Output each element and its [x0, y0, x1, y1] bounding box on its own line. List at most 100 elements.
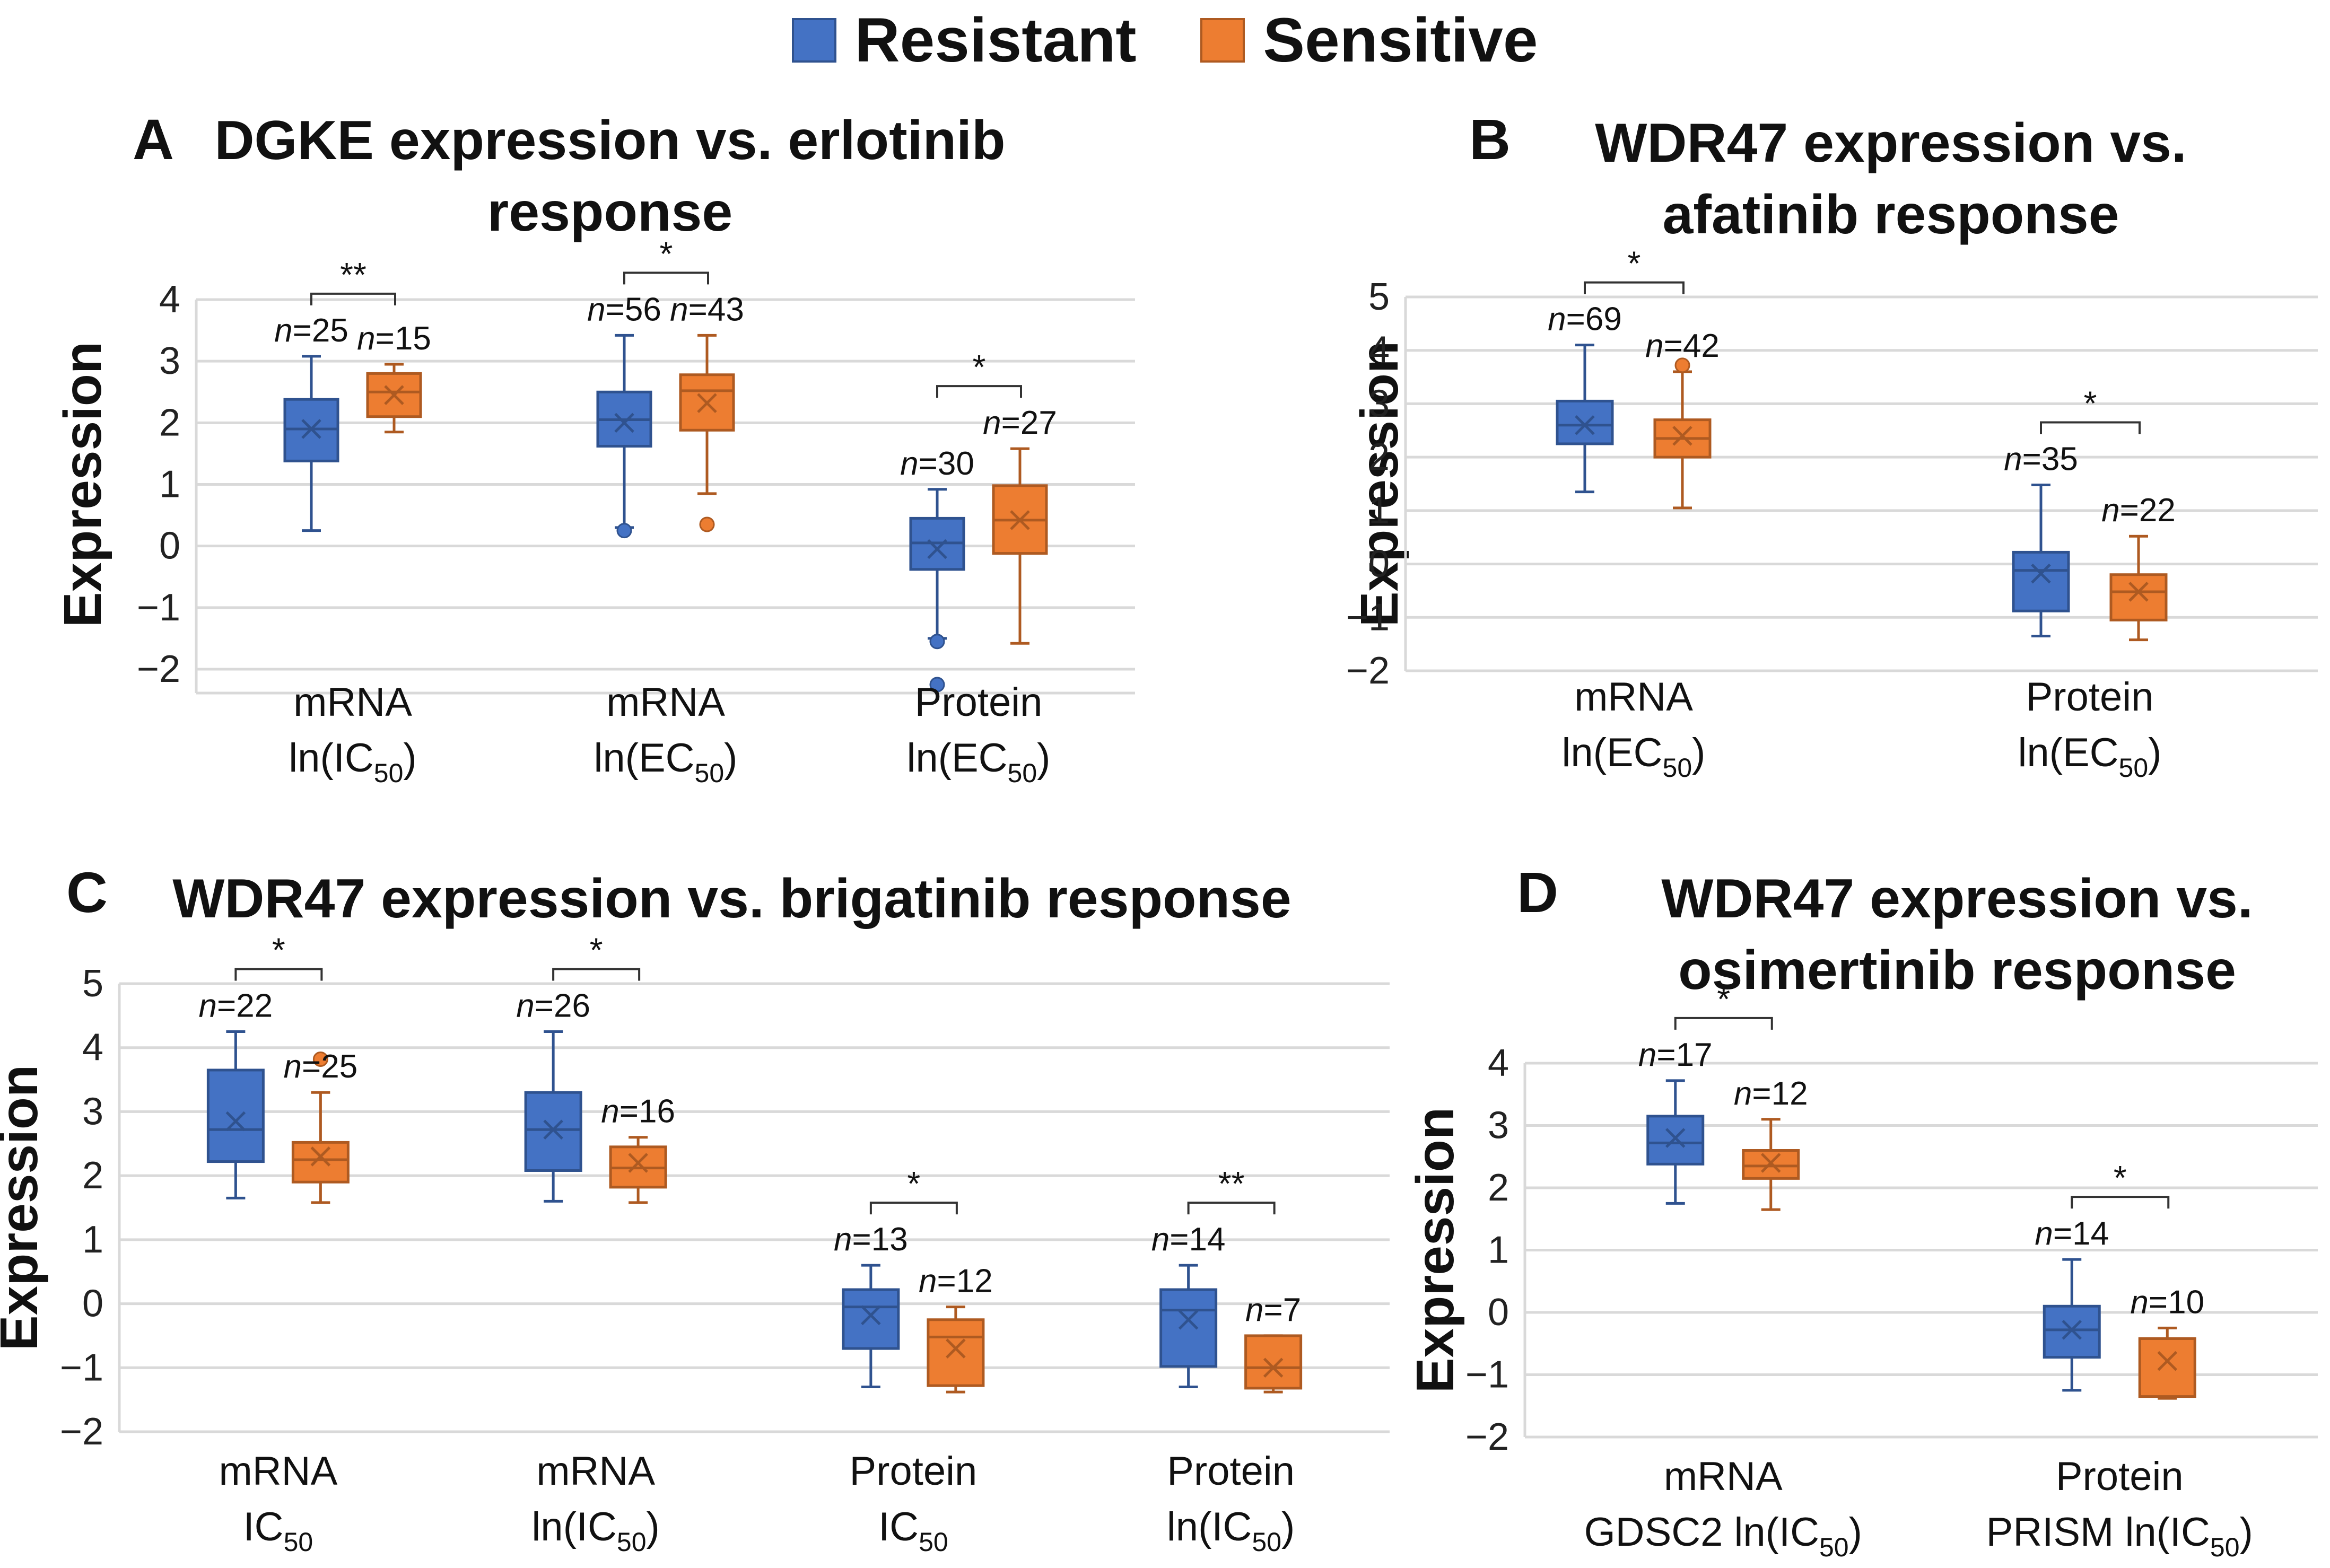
group-1: n=69 n=42 * mRNA ln(EC50)	[1548, 244, 1720, 783]
sensitive-n-label: n=12	[1734, 1075, 1808, 1112]
resistant-outlier	[929, 677, 945, 693]
category-label: Protein	[2026, 674, 2154, 720]
sensitive-mean-marker	[310, 1146, 331, 1167]
resistant-box	[1556, 344, 1614, 494]
resistant-n-label: n=17	[1638, 1037, 1713, 1073]
sensitive-mean-marker	[1263, 1357, 1284, 1378]
y-tick-label: −2	[1465, 1416, 1509, 1458]
y-axis-label: Expression	[1350, 341, 1409, 627]
sensitive-box	[992, 447, 1048, 645]
resistant-mean-marker	[225, 1111, 246, 1132]
y-tick-label: 0	[1488, 1291, 1509, 1334]
resistant-iqr	[1646, 1115, 1705, 1166]
resistant-n-label: n=14	[2035, 1215, 2109, 1252]
group-2: n=56 n=43 * mRNA ln(EC50)	[587, 234, 744, 788]
resistant-iqr	[206, 1068, 265, 1163]
panel-title: DGKE expression vs. erlotinib	[214, 110, 1005, 171]
y-tick-label: 5	[1368, 276, 1390, 318]
resistant-mean-marker	[2031, 563, 2051, 584]
category-label: ln(IC50)	[289, 735, 416, 788]
legend-item-sensitive: Sensitive	[1200, 4, 1538, 76]
sensitive-box	[1742, 1118, 1800, 1211]
group-2: n=14 n=10 * Protein PRISM ln(IC50)	[1986, 1159, 2253, 1562]
significance-stars: *	[907, 1164, 920, 1203]
sensitive-iqr	[2138, 1337, 2196, 1398]
sensitive-n-label: n=27	[983, 405, 1057, 441]
legend-label-sensitive: Sensitive	[1263, 5, 1538, 75]
resistant-mean-marker	[861, 1305, 881, 1326]
legend-swatch-resistant	[792, 18, 837, 63]
category-label: ln(EC50)	[2018, 730, 2162, 783]
y-tick-label: 2	[1488, 1167, 1509, 1209]
y-tick-label: −2	[60, 1411, 103, 1453]
category-label: GDSC2 ln(IC50)	[1584, 1510, 1862, 1562]
sensitive-n-label: n=16	[601, 1093, 675, 1130]
resistant-iqr	[2012, 550, 2070, 612]
resistant-n-label: n=69	[1548, 301, 1622, 338]
category-label: mRNA	[536, 1449, 655, 1494]
group-1: n=25 n=15 ** mRNA ln(IC50)	[274, 256, 431, 788]
panel-title: WDR47 expression vs.	[1661, 868, 2253, 930]
y-tick-label: −1	[60, 1346, 103, 1389]
significance-bracket	[552, 968, 641, 981]
resistant-iqr	[1556, 399, 1614, 445]
y-axis-label: Expression	[0, 1065, 49, 1351]
group-3: n=30n=27 * Protein ln(EC50)	[900, 348, 1057, 788]
category-label: ln(IC50)	[531, 1504, 659, 1557]
resistant-mean-marker	[1575, 415, 1595, 435]
category-label: Protein	[849, 1449, 977, 1494]
panel-c: C WDR47 expression vs. brigatinib respons…	[0, 860, 1390, 1557]
y-tick-label: 2	[159, 401, 180, 444]
y-tick-label: −2	[137, 648, 180, 690]
panel-letter: C	[66, 860, 108, 924]
category-label: Protein	[915, 680, 1043, 725]
sensitive-box	[679, 334, 735, 532]
y-tick-label: 4	[159, 278, 180, 321]
sensitive-n-label: n=22	[2101, 492, 2176, 529]
resistant-n-label: n=22	[199, 988, 273, 1024]
group-2: n=35 n=22 * Protein ln(EC50)	[2004, 384, 2176, 783]
legend-swatch-sensitive	[1200, 18, 1245, 63]
resistant-box	[283, 355, 339, 532]
category-label: mRNA	[293, 680, 412, 725]
resistant-outlier	[616, 523, 632, 539]
sensitive-n-label: n=10	[2130, 1284, 2204, 1320]
significance-stars: *	[590, 931, 603, 969]
y-tick-label: 0	[1368, 543, 1390, 585]
sensitive-mean-marker	[2157, 1351, 2178, 1371]
resistant-n-label: n=13	[834, 1221, 908, 1258]
y-axis-label: Expression	[1406, 1107, 1465, 1393]
sensitive-mean-marker	[946, 1338, 966, 1359]
significance-stars: *	[1628, 244, 1641, 283]
sensitive-n-label: n=25	[284, 1048, 358, 1085]
y-tick-label: 1	[159, 463, 180, 506]
significance-bracket	[2071, 1196, 2170, 1209]
sensitive-iqr	[291, 1141, 350, 1184]
panel-a: A DGKE expression vs. erlotinib response Ex…	[53, 107, 1135, 788]
y-tick-label: 3	[1488, 1105, 1509, 1147]
group-3: n=13 n=12 * Protein IC50	[834, 1164, 993, 1557]
sensitive-n-label: n=7	[1245, 1292, 1301, 1328]
resistant-iqr	[524, 1091, 582, 1172]
sensitive-mean-marker	[1760, 1153, 1781, 1173]
category-label: mRNA	[1574, 674, 1693, 720]
sensitive-n-label: n=12	[919, 1263, 993, 1300]
resistant-n-label: n=56	[587, 291, 661, 328]
category-label: PRISM ln(IC50)	[1986, 1510, 2253, 1562]
sensitive-mean-marker	[628, 1153, 648, 1173]
significance-stars: *	[660, 234, 673, 273]
sensitive-outlier	[699, 516, 715, 532]
sensitive-mean-marker	[697, 393, 717, 413]
category-label: Protein	[2056, 1454, 2184, 1499]
category-label: mRNA	[606, 680, 725, 725]
category-label: mRNA	[1664, 1454, 1783, 1499]
y-tick-label: 1	[82, 1219, 103, 1261]
sensitive-mean-marker	[2128, 582, 2149, 602]
resistant-iqr	[842, 1288, 900, 1350]
category-label: Protein	[1167, 1449, 1295, 1494]
sensitive-box	[366, 363, 422, 434]
panel-title: osimertinib response	[1678, 940, 2236, 1001]
resistant-box	[2012, 484, 2070, 638]
panel-title: response	[487, 181, 732, 243]
y-axis-label: Expression	[53, 341, 112, 627]
